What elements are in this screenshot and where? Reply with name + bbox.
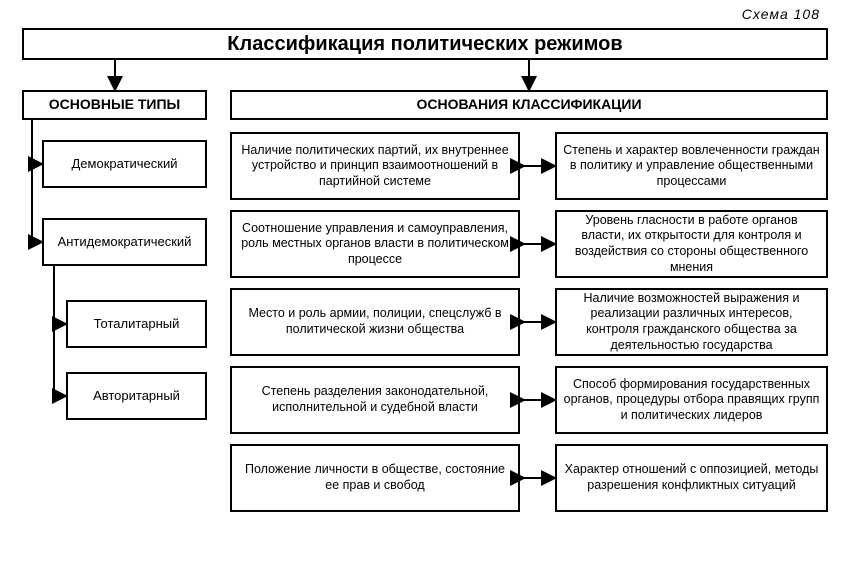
basis-left-5: Положение личности в обществе, состояние… (230, 444, 520, 512)
type-antidemocratic: Антидемократический (42, 218, 207, 266)
basis-left-1: Наличие политических партий, их внутренн… (230, 132, 520, 200)
basis-right-4: Способ формирования государственных орга… (555, 366, 828, 434)
basis-right-1: Степень и характер вовлеченности граждан… (555, 132, 828, 200)
scheme-number: Схема 108 (742, 6, 820, 22)
basis-left-2: Соотношение управления и самоуправления,… (230, 210, 520, 278)
basis-left-3: Место и роль армии, полиции, спецслужб в… (230, 288, 520, 356)
types-header: ОСНОВНЫЕ ТИПЫ (22, 90, 207, 120)
basis-right-2: Уровень гласности в работе органов власт… (555, 210, 828, 278)
type-democratic: Демократический (42, 140, 207, 188)
basis-right-3: Наличие возможностей выражения и реализа… (555, 288, 828, 356)
basis-right-5: Характер отношений с оппозицией, методы … (555, 444, 828, 512)
type-totalitarian: Тоталитарный (66, 300, 207, 348)
basis-header: ОСНОВАНИЯ КЛАССИФИКАЦИИ (230, 90, 828, 120)
basis-left-4: Степень разделения законодательной, испо… (230, 366, 520, 434)
type-authoritarian: Авторитарный (66, 372, 207, 420)
diagram-title: Классификация политических режимов (22, 28, 828, 60)
